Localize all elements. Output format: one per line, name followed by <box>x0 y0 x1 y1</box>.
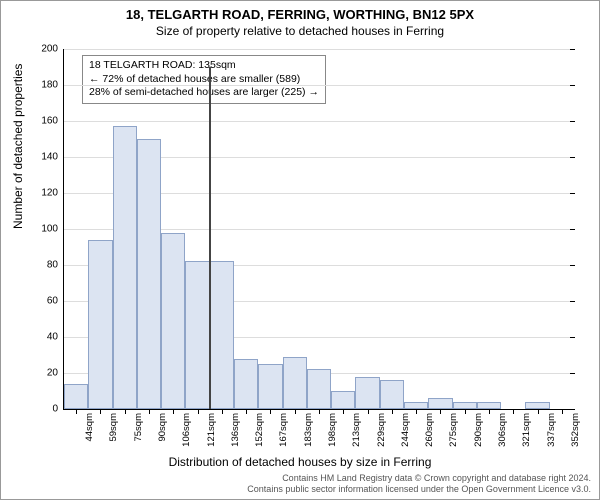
xtick-mark <box>222 409 223 414</box>
xtick-mark <box>295 409 296 414</box>
chart-title: 18, TELGARTH ROAD, FERRING, WORTHING, BN… <box>1 7 599 22</box>
xtick-mark <box>513 409 514 414</box>
grid-line <box>64 49 574 50</box>
xtick-label: 275sqm <box>446 413 459 447</box>
y-axis-label: Number of detached properties <box>11 64 25 229</box>
xtick-mark <box>149 409 150 414</box>
ytick-mark <box>570 157 575 158</box>
xtick-mark <box>319 409 320 414</box>
xtick-mark <box>100 409 101 414</box>
grid-line <box>64 85 574 86</box>
xtick-mark <box>465 409 466 414</box>
xtick-mark <box>246 409 247 414</box>
ytick-label: 100 <box>41 224 64 235</box>
histogram-bar <box>404 402 428 409</box>
histogram-bar <box>137 139 161 409</box>
ytick-label: 180 <box>41 80 64 91</box>
xtick-label: 306sqm <box>495 413 508 447</box>
histogram-bar <box>64 384 88 409</box>
ytick-mark <box>570 193 575 194</box>
xtick-label: 321sqm <box>519 413 532 447</box>
ytick-mark <box>570 229 575 230</box>
xtick-mark <box>343 409 344 414</box>
footer-line2: Contains public sector information licen… <box>247 484 591 495</box>
chart-subtitle: Size of property relative to detached ho… <box>1 24 599 38</box>
xtick-mark <box>392 409 393 414</box>
ytick-label: 0 <box>52 404 64 415</box>
histogram-bar <box>185 261 209 409</box>
histogram-bar <box>525 402 549 409</box>
histogram-bar <box>331 391 355 409</box>
footer-line1: Contains HM Land Registry data © Crown c… <box>247 473 591 484</box>
xtick-label: 121sqm <box>204 413 217 447</box>
xtick-label: 152sqm <box>252 413 265 447</box>
histogram-bar <box>380 380 404 409</box>
xtick-label: 198sqm <box>325 413 338 447</box>
histogram-bar <box>234 359 258 409</box>
xtick-label: 59sqm <box>106 413 119 442</box>
xtick-mark <box>489 409 490 414</box>
xtick-mark <box>173 409 174 414</box>
histogram-bar <box>113 126 137 409</box>
xtick-mark <box>538 409 539 414</box>
ytick-label: 160 <box>41 116 64 127</box>
ytick-mark <box>570 337 575 338</box>
xtick-mark <box>270 409 271 414</box>
annotation-line3: 28% of semi-detached houses are larger (… <box>89 86 319 100</box>
ytick-mark <box>570 409 575 410</box>
xtick-label: 229sqm <box>374 413 387 447</box>
ytick-mark <box>570 49 575 50</box>
xtick-label: 44sqm <box>82 413 95 442</box>
xtick-label: 183sqm <box>301 413 314 447</box>
ytick-label: 120 <box>41 188 64 199</box>
xtick-mark <box>562 409 563 414</box>
footer-attribution: Contains HM Land Registry data © Crown c… <box>247 473 591 495</box>
xtick-label: 352sqm <box>568 413 581 447</box>
plot-area: 18 TELGARTH ROAD: 135sqm ← 72% of detach… <box>63 49 574 410</box>
annotation-line1: 18 TELGARTH ROAD: 135sqm <box>89 59 319 73</box>
ytick-mark <box>570 265 575 266</box>
reference-marker <box>209 67 211 409</box>
histogram-bar <box>477 402 501 409</box>
xtick-label: 337sqm <box>544 413 557 447</box>
histogram-bar <box>428 398 452 409</box>
histogram-bar <box>283 357 307 409</box>
histogram-bar <box>355 377 379 409</box>
histogram-bar <box>307 369 331 409</box>
histogram-bar <box>88 240 112 409</box>
xtick-mark <box>440 409 441 414</box>
histogram-bar <box>161 233 185 409</box>
xtick-label: 136sqm <box>228 413 241 447</box>
ytick-mark <box>570 121 575 122</box>
ytick-mark <box>570 301 575 302</box>
xtick-mark <box>368 409 369 414</box>
xtick-label: 90sqm <box>155 413 168 442</box>
ytick-mark <box>570 85 575 86</box>
xtick-label: 75sqm <box>131 413 144 442</box>
histogram-bar <box>258 364 282 409</box>
x-axis-label: Distribution of detached houses by size … <box>1 455 599 469</box>
xtick-label: 167sqm <box>276 413 289 447</box>
ytick-label: 80 <box>47 260 64 271</box>
annotation-box: 18 TELGARTH ROAD: 135sqm ← 72% of detach… <box>82 55 326 104</box>
ytick-mark <box>570 373 575 374</box>
ytick-label: 40 <box>47 332 64 343</box>
xtick-label: 290sqm <box>471 413 484 447</box>
ytick-label: 20 <box>47 368 64 379</box>
xtick-label: 106sqm <box>179 413 192 447</box>
xtick-label: 244sqm <box>398 413 411 447</box>
xtick-mark <box>416 409 417 414</box>
grid-line <box>64 121 574 122</box>
histogram-bar <box>453 402 477 409</box>
histogram-bar <box>210 261 234 409</box>
xtick-label: 260sqm <box>422 413 435 447</box>
xtick-mark <box>125 409 126 414</box>
xtick-label: 213sqm <box>349 413 362 447</box>
ytick-label: 140 <box>41 152 64 163</box>
xtick-mark <box>76 409 77 414</box>
ytick-label: 200 <box>41 44 64 55</box>
xtick-mark <box>198 409 199 414</box>
ytick-label: 60 <box>47 296 64 307</box>
chart-container: 18, TELGARTH ROAD, FERRING, WORTHING, BN… <box>0 0 600 500</box>
